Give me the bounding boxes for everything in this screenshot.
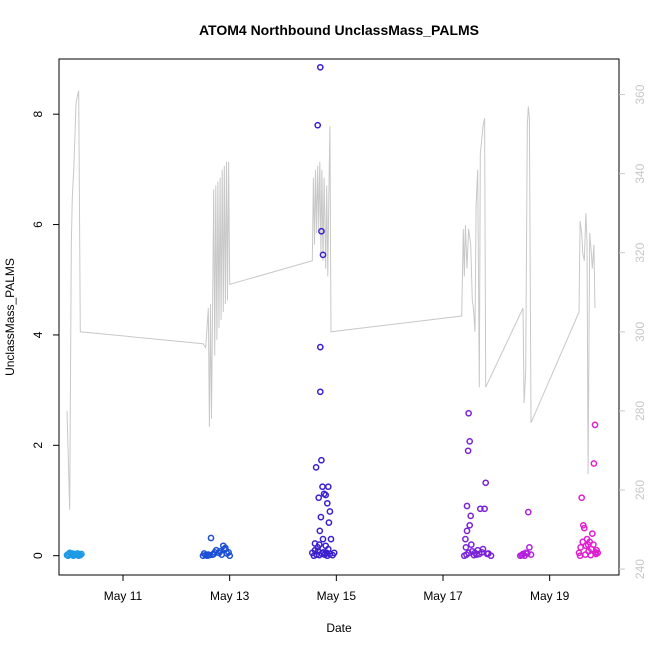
scatter-point	[316, 527, 324, 535]
x-axis: May 11 May 13 May 15 May 17 May 19	[104, 575, 570, 603]
scatter-point	[582, 542, 590, 550]
y2-tick-label: 300	[633, 321, 647, 341]
scatter-point	[315, 494, 323, 502]
scatter-point	[590, 541, 597, 548]
scatter-point	[326, 508, 334, 515]
scatter-point	[324, 483, 332, 491]
scatter-point	[207, 534, 215, 542]
x-tick-label: May 19	[530, 589, 570, 603]
scatter-point	[481, 505, 488, 513]
scatter-point	[588, 530, 596, 537]
scatter-point	[483, 550, 491, 558]
scatter-point	[465, 409, 472, 417]
scatter-point	[314, 121, 322, 129]
y2-tick-label: 260	[633, 480, 647, 500]
scatter-point	[579, 538, 587, 546]
scatter-point	[318, 456, 325, 464]
y-tick-label: 0	[31, 552, 45, 559]
scatter-point	[216, 547, 224, 555]
scatter-point	[580, 524, 588, 532]
y-tick-label: 2	[31, 442, 45, 449]
scatter-point	[316, 343, 324, 351]
scatter-point	[591, 421, 599, 429]
scatter-point	[209, 551, 216, 558]
scatter-point	[75, 552, 83, 560]
x-tick-label: May 15	[317, 589, 357, 603]
scatter-point	[317, 513, 325, 521]
scatter-point	[314, 544, 322, 551]
scatter-point	[521, 552, 528, 560]
scatter-point	[319, 251, 327, 259]
y-axis-label: UnclassMass_PALMS	[3, 258, 17, 376]
scatter-point	[316, 388, 324, 396]
scatter-point	[222, 544, 229, 552]
scatter-point	[463, 551, 470, 558]
y2-tick-label: 340	[633, 163, 647, 183]
y-axis: 0 2 4 6 8	[31, 111, 59, 559]
x-axis-label: Date	[326, 621, 352, 635]
scatter-point	[462, 535, 469, 543]
scatter-point	[466, 438, 474, 445]
y2-axis: 240 260 280 300 320 340 360	[619, 84, 647, 579]
y2-tick-label: 240	[633, 559, 647, 579]
y-tick-label: 6	[31, 221, 45, 228]
points-layer	[63, 63, 602, 560]
chart-title: ATOM4 Northbound UnclassMass_PALMS	[199, 22, 479, 38]
scatter-point	[318, 227, 325, 235]
scatter-point	[319, 483, 326, 491]
scatter-point	[320, 549, 327, 556]
scatter-point	[464, 447, 472, 455]
y2-tick-label: 360	[633, 84, 647, 104]
plot-frame	[58, 58, 620, 576]
x-tick-label: May 13	[210, 589, 250, 603]
scatter-point	[312, 464, 320, 471]
scatter-point	[462, 544, 470, 551]
scatter-point	[330, 549, 338, 557]
scatter-point	[578, 494, 586, 502]
scatter-point	[475, 550, 483, 558]
scatter-point	[325, 519, 333, 526]
scatter-point	[527, 551, 535, 558]
scatter-point	[225, 549, 232, 556]
scatter-point	[463, 527, 471, 535]
scatter-point	[323, 499, 331, 507]
scatter-point	[466, 521, 474, 529]
scatter-point	[322, 491, 330, 499]
scatter-point	[327, 535, 335, 543]
scatter-point	[226, 552, 234, 560]
scatter-point	[592, 550, 600, 558]
scatter-point	[319, 535, 327, 543]
scatter-point	[316, 63, 324, 71]
scatter-point	[577, 544, 584, 551]
scatter-point	[476, 505, 484, 513]
scatter-point	[590, 460, 598, 467]
scatter-point	[479, 545, 487, 553]
x-tick-label: May 11	[104, 589, 143, 603]
y-tick-label: 4	[31, 331, 45, 338]
line-layer	[66, 90, 596, 510]
scatter-point	[526, 544, 533, 551]
scatter-point	[482, 479, 490, 487]
scatter-point	[467, 512, 475, 520]
y2-tick-label: 280	[633, 401, 647, 421]
line-series	[66, 90, 596, 510]
x-tick-label: May 17	[423, 589, 463, 603]
scatter-point	[467, 541, 475, 548]
scatter-point	[463, 502, 471, 510]
scatter-point	[524, 508, 532, 516]
y2-tick-label: 320	[633, 242, 647, 262]
scatter-point	[473, 551, 480, 558]
scatter-point	[582, 551, 589, 558]
y-tick-label: 8	[31, 111, 45, 118]
